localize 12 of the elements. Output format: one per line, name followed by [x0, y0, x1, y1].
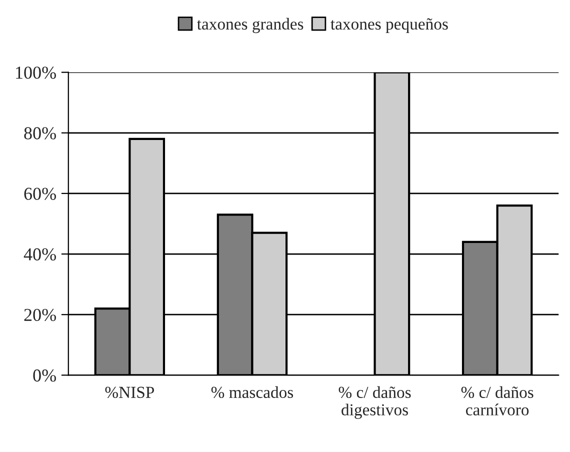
y-tick-label: 60% [24, 188, 56, 200]
y-tick-label: 80% [24, 127, 56, 140]
x-tick-label: % c/ daños carnívoro [461, 386, 534, 416]
y-tick-label: 100% [16, 66, 56, 79]
x-tick-label: %NISP [105, 386, 154, 398]
legend-label: taxones grandes [197, 18, 304, 34]
x-tick-label: % mascados [211, 386, 294, 398]
legend-label: taxones pequeños [330, 18, 448, 34]
y-tick-label: 20% [24, 308, 56, 322]
y-tick-label: 0% [33, 369, 56, 382]
x-tick-label: % c/ daños digestivos [338, 386, 411, 419]
y-tick-label: 40% [24, 248, 56, 261]
